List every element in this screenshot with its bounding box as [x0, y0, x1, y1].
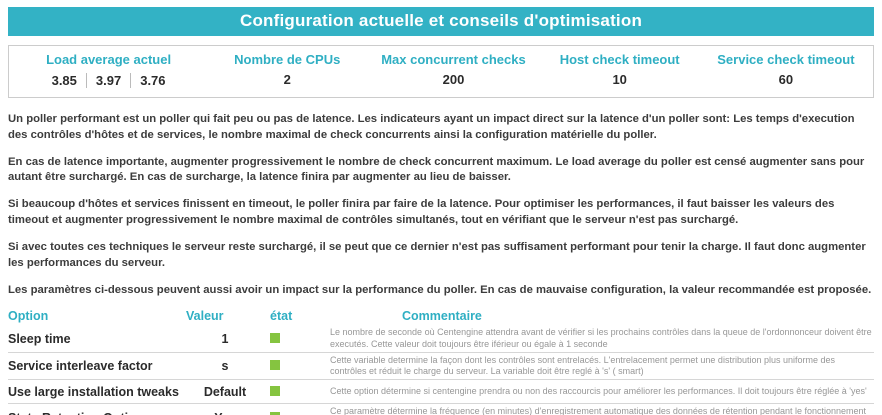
option-name: Use large installation tweaks — [8, 384, 179, 399]
table-row: Service interleave factor s Cette variab… — [8, 353, 874, 381]
option-status — [264, 409, 322, 415]
option-value: s — [221, 359, 229, 374]
option-comment: Cette option détermine si centengine pre… — [330, 386, 867, 397]
options-table-header: Option Valeur état Commentaire — [8, 309, 874, 325]
column-header-valeur: Valeur — [186, 309, 224, 324]
option-value: Default — [203, 384, 247, 399]
load-15min: 3.76 — [140, 73, 166, 88]
page-title: Configuration actuelle et conseils d'opt… — [8, 7, 874, 36]
status-ok-icon — [270, 385, 280, 396]
advice-paragraph: Si beaucoup d'hôtes et services finissen… — [8, 198, 835, 227]
stat-host-check-timeout: Host check timeout 10 — [537, 52, 703, 90]
option-status — [264, 357, 322, 375]
stat-service-check-timeout: Service check timeout 60 — [703, 52, 869, 90]
option-comment: Ce paramètre détermine la fréquence (en … — [330, 406, 867, 415]
column-header-option: Option — [8, 309, 49, 324]
stat-load-average: Load average actuel 3.85 3.97 3.76 — [13, 52, 204, 90]
option-status — [264, 383, 322, 401]
column-header-etat: état — [270, 309, 293, 324]
advice-paragraph: Un poller performant est un poller qui f… — [8, 113, 855, 141]
column-header-commentaire: Commentaire — [402, 309, 482, 324]
stat-label: Max concurrent checks — [381, 52, 526, 67]
table-row: Sleep time 1 Le nombre de seconde où Cen… — [8, 325, 874, 353]
table-row: State Retention Option Yes Ce paramètre … — [8, 404, 874, 415]
options-table: Option Valeur état Commentaire Sleep tim… — [8, 309, 874, 415]
status-ok-icon — [270, 360, 280, 371]
option-comment: Cette variable determine la façon dont l… — [330, 354, 835, 377]
stat-value: 3.85 3.97 3.76 — [43, 73, 175, 88]
status-ok-icon — [270, 411, 280, 415]
option-name: State Retention Option — [8, 411, 186, 415]
load-5min: 3.97 — [87, 73, 132, 88]
stat-value: 200 — [442, 72, 465, 87]
stat-label: Service check timeout — [717, 52, 855, 67]
stat-label: Nombre de CPUs — [234, 52, 341, 67]
option-name: Service interleave factor — [8, 359, 153, 374]
option-value: Yes — [186, 411, 264, 415]
stat-label: Host check timeout — [559, 52, 680, 67]
advice-paragraph: Les paramètres ci-dessous peuvent aussi … — [8, 283, 872, 296]
status-ok-icon — [270, 332, 280, 343]
current-config-table: Load average actuel 3.85 3.97 3.76 Nombr… — [8, 45, 874, 98]
stat-label: Load average actuel — [46, 52, 172, 67]
stat-cpus: Nombre de CPUs 2 — [204, 52, 370, 90]
load-1min: 3.85 — [43, 73, 87, 88]
stat-value: 2 — [283, 72, 291, 87]
option-status — [264, 330, 322, 348]
stat-value: 10 — [612, 72, 627, 87]
stat-max-concurrent-checks: Max concurrent checks 200 — [370, 52, 536, 90]
table-row: Use large installation tweaks Default Ce… — [8, 380, 874, 405]
stat-value: 60 — [778, 72, 794, 87]
option-name: Sleep time — [8, 331, 71, 346]
option-comment: Le nombre de seconde où Centengine atten… — [330, 327, 872, 349]
advice-paragraphs: Un poller performant est un poller qui f… — [8, 112, 874, 298]
option-value: 1 — [221, 331, 229, 346]
advice-paragraph: En cas de latence importante, augmenter … — [8, 155, 865, 184]
advice-paragraph: Si avec toutes ces techniques le serveur… — [8, 240, 866, 269]
